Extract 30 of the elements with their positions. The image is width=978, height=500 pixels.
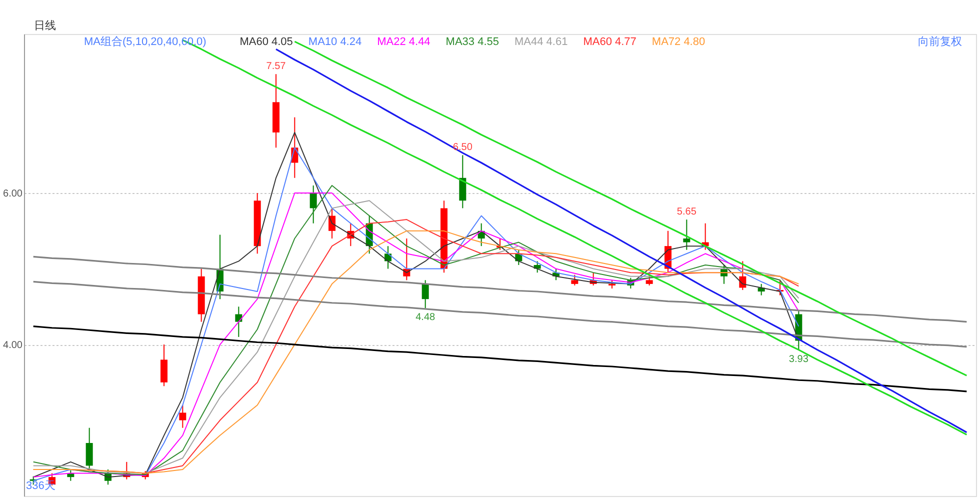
candlestick — [86, 427, 93, 470]
annotation: 5.65 — [676, 206, 697, 218]
candlestick — [646, 274, 653, 286]
candlestick — [459, 154, 466, 209]
candlestick — [235, 306, 242, 338]
line-series — [32, 326, 968, 392]
candlestick — [179, 404, 186, 428]
candlestick — [683, 219, 690, 250]
y-tick-label: 6.00 — [3, 188, 23, 200]
annotation: 向前复权 — [918, 36, 962, 48]
annotation: 3.93 — [788, 354, 809, 365]
text: MA60 4.77 — [583, 36, 636, 48]
text: MA72 4.80 — [652, 36, 706, 48]
text: MA44 4.61 — [514, 36, 568, 48]
text: MA10 4.24 — [308, 36, 362, 48]
line-series — [32, 280, 968, 348]
candlestick — [571, 274, 578, 286]
text: MA22 4.44 — [377, 36, 430, 48]
y-tick-label: 4.00 — [3, 340, 23, 352]
annotation: 336天 — [26, 480, 56, 492]
text: MA60 4.05 — [240, 36, 293, 48]
candlestick — [310, 184, 317, 224]
text: 日线 — [34, 19, 56, 32]
annotation: 7.57 — [266, 61, 286, 72]
candlestick — [422, 280, 429, 309]
annotation: 4.48 — [416, 312, 436, 324]
line-series — [32, 256, 968, 323]
annotation: 6.50 — [452, 142, 473, 154]
candlestick — [160, 344, 168, 387]
text: MA33 4.55 — [446, 36, 500, 48]
